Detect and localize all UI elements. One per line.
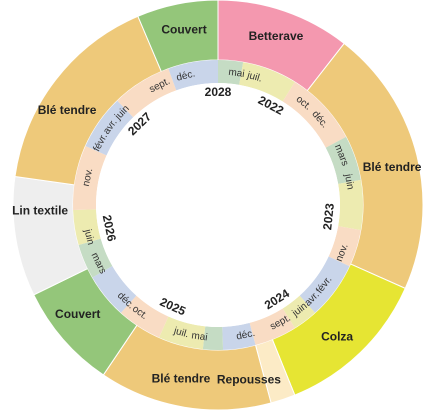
month-band-segment bbox=[282, 295, 316, 328]
month-band-segment bbox=[218, 60, 244, 85]
crop-label-ble-tendre: Blé tendre bbox=[38, 103, 97, 117]
month-label: déc. bbox=[235, 328, 256, 343]
month-label: mai bbox=[191, 330, 208, 343]
month-band-segment bbox=[120, 295, 169, 338]
month-band-segment bbox=[325, 136, 361, 184]
month-band-segment bbox=[159, 316, 206, 350]
crop-label-ble-tendre: Blé tendre bbox=[152, 371, 211, 385]
month-label: juil. bbox=[172, 325, 190, 340]
crop-labels: Betterave Blé tendre Colza Repousses Blé ten… bbox=[12, 22, 422, 386]
crop-label-repousses: Repousses bbox=[217, 372, 281, 386]
month-label: mai bbox=[228, 67, 245, 80]
month-band-segment bbox=[73, 146, 107, 211]
crop-label-betterave: Betterave bbox=[249, 29, 304, 43]
month-label: juin bbox=[81, 227, 96, 246]
year-label: 2026 bbox=[100, 214, 119, 243]
month-label: nov. bbox=[81, 167, 96, 187]
month-band-segment bbox=[85, 100, 134, 156]
month-band-segment bbox=[299, 256, 350, 313]
crop-label-couvert: Couvert bbox=[55, 307, 100, 321]
month-band-segment bbox=[168, 60, 218, 91]
year-label: 2023 bbox=[320, 202, 337, 230]
month-band-segment bbox=[78, 238, 113, 278]
month-band-segment bbox=[202, 326, 224, 350]
month-band-segment bbox=[338, 179, 363, 231]
month-band-segment bbox=[73, 209, 101, 245]
month-band-segment bbox=[92, 266, 137, 313]
month-band-segment bbox=[328, 226, 361, 267]
month-band-segment bbox=[239, 62, 295, 102]
inner-disc bbox=[96, 83, 340, 327]
crop-label-couvert: Couvert bbox=[161, 22, 206, 36]
month-label: juin bbox=[342, 172, 356, 190]
month-band-segment bbox=[282, 82, 347, 148]
crop-label-lin-textile: Lin textile bbox=[12, 203, 68, 217]
month-ring bbox=[73, 60, 363, 350]
month-band-segment bbox=[249, 308, 295, 346]
crop-label-ble-tendre: Blé tendre bbox=[363, 160, 422, 174]
year-label: 2028 bbox=[205, 85, 232, 99]
crop-ring bbox=[12, 0, 424, 411]
month-label: déc. bbox=[175, 68, 196, 83]
month-band-segment bbox=[222, 322, 256, 350]
crop-label-colza: Colza bbox=[321, 329, 353, 343]
month-label: juil. bbox=[245, 70, 263, 85]
month-band-segment bbox=[117, 68, 177, 118]
